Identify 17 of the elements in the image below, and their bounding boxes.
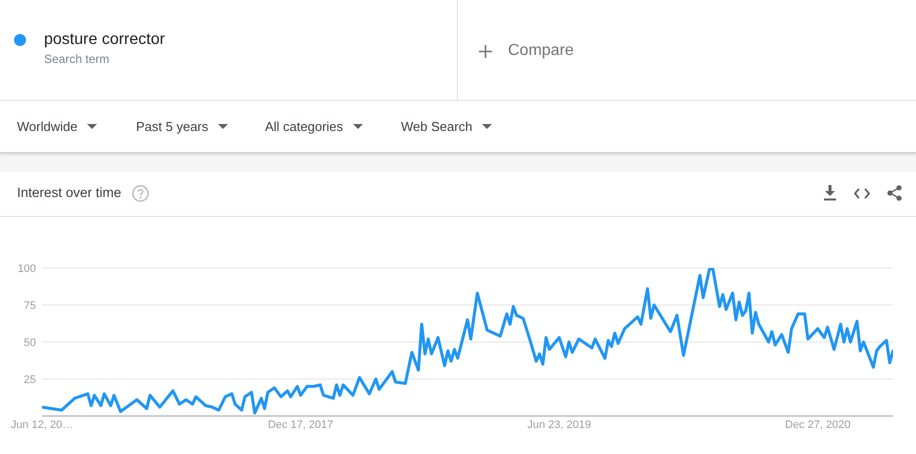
x-tick-label: Dec 27, 2020 xyxy=(785,419,850,431)
y-tick-label: 25 xyxy=(24,374,36,386)
y-tick-label: 100 xyxy=(18,263,36,275)
line-series xyxy=(42,268,893,415)
y-tick-label: 75 xyxy=(24,300,36,312)
chart-title: Interest over time xyxy=(17,184,122,202)
text: Search term xyxy=(44,51,110,67)
x-tick-label: Jun 23, 2019 xyxy=(527,419,591,431)
y-tick-label: 50 xyxy=(24,337,36,349)
legend-label: posture corrector xyxy=(44,30,165,50)
text: Worldwide xyxy=(17,118,78,135)
text: Past 5 years xyxy=(136,118,208,135)
text: Web Search xyxy=(401,118,472,135)
x-tick-label: Dec 17, 2017 xyxy=(268,419,334,431)
text: Compare xyxy=(508,41,574,61)
x-tick-label: Jun 12, 20… xyxy=(10,419,74,431)
text: All categories xyxy=(265,118,344,135)
